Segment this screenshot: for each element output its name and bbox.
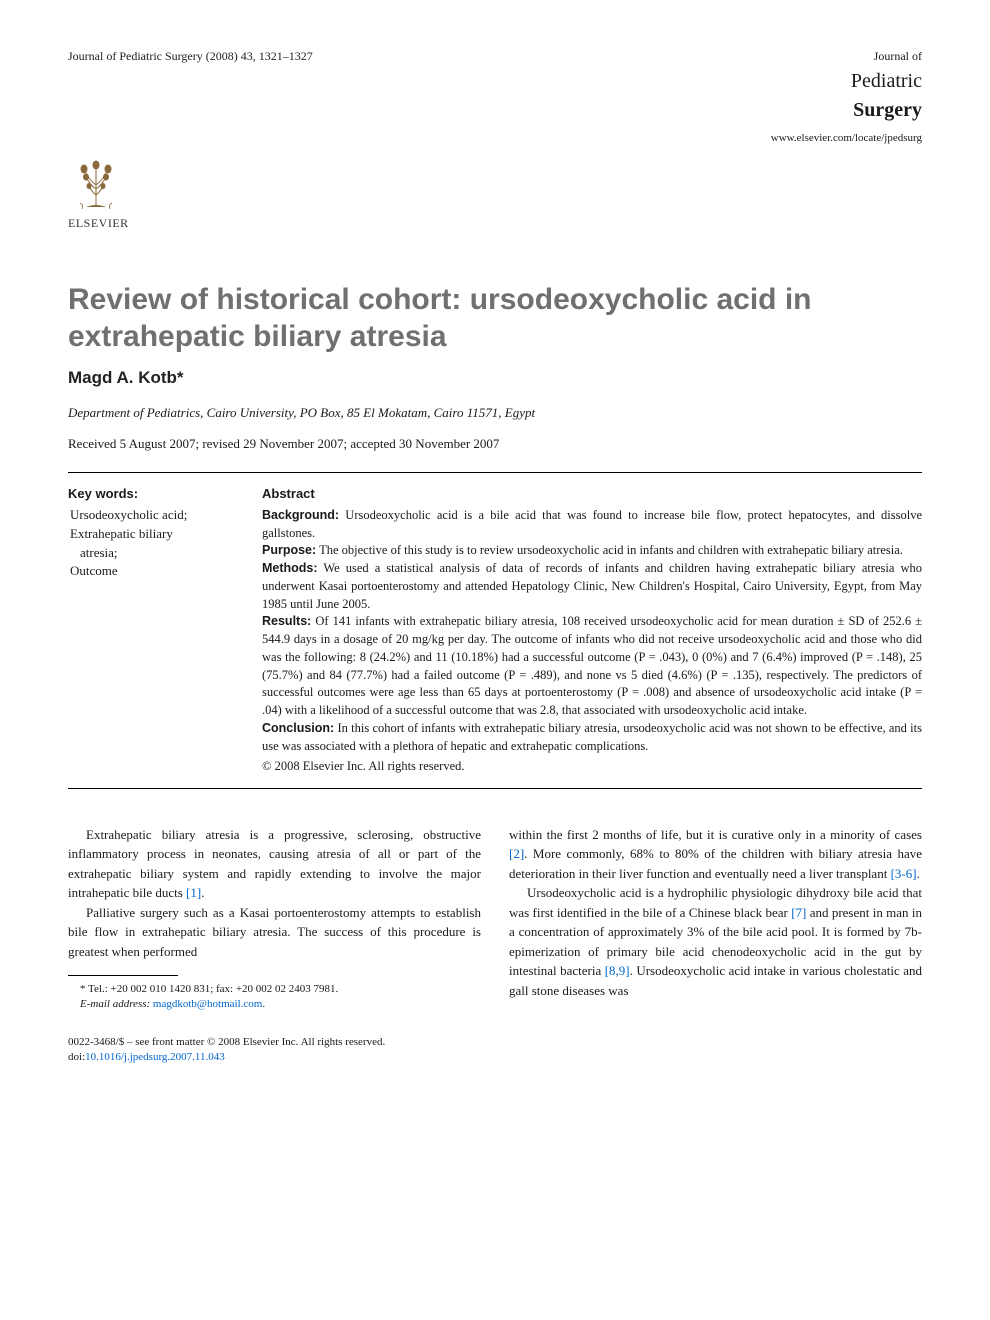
doi-line: doi:10.1016/j.jpedsurg.2007.11.043 (68, 1050, 481, 1065)
citation-link[interactable]: [1] (186, 885, 201, 900)
abstract-label: Background: (262, 508, 339, 522)
publisher-logo-block: ELSEVIER (68, 155, 922, 232)
abstract-text: We used a statistical analysis of data o… (262, 561, 922, 611)
column-footer: * Tel.: +20 002 010 1420 831; fax: +20 0… (68, 975, 481, 1066)
abstract-label: Methods: (262, 561, 318, 575)
article-dates: Received 5 August 2007; revised 29 Novem… (68, 435, 922, 454)
keywords-column: Key words: Ursodeoxycholic acid; Extrahe… (68, 473, 238, 787)
keyword-item: Outcome (68, 562, 230, 581)
page-header: Journal of Pediatric Surgery (2008) 43, … (68, 48, 922, 147)
abstract-label: Conclusion: (262, 721, 334, 735)
email-label: E-mail address: (80, 998, 150, 1010)
publisher-label: ELSEVIER (68, 215, 922, 232)
body-text: . More commonly, 68% to 80% of the child… (509, 846, 922, 881)
keyword-item: atresia; (68, 544, 230, 563)
abstract-results: Results: Of 141 infants with extrahepati… (262, 613, 922, 720)
front-matter-line: 0022-3468/$ – see front matter © 2008 El… (68, 1035, 481, 1050)
abstract-text: Ursodeoxycholic acid is a bile acid that… (262, 508, 922, 540)
keyword-item: Extrahepatic biliary (68, 525, 230, 544)
citation-line: Journal of Pediatric Surgery (2008) 43, … (68, 48, 313, 65)
journal-url: www.elsevier.com/locate/jpedsurg (771, 131, 922, 147)
abstract-label: Results: (262, 614, 311, 628)
journal-line-1: Journal of (771, 48, 922, 65)
abstract-purpose: Purpose: The objective of this study is … (262, 542, 922, 560)
footnote-contact: * Tel.: +20 002 010 1420 831; fax: +20 0… (68, 982, 481, 997)
body-text: . (917, 866, 920, 881)
body-paragraph: Palliative surgery such as a Kasai porto… (68, 903, 481, 962)
journal-line-2: Pediatric (771, 67, 922, 96)
body-text-columns: Extrahepatic biliary atresia is a progre… (68, 825, 922, 1066)
citation-link[interactable]: [2] (509, 846, 524, 861)
affiliation: Department of Pediatrics, Cairo Universi… (68, 404, 922, 423)
abstract-keywords-section: Key words: Ursodeoxycholic acid; Extrahe… (68, 472, 922, 788)
abstract-heading: Abstract (262, 485, 922, 504)
abstract-column: Abstract Background: Ursodeoxycholic aci… (262, 472, 922, 788)
citation-link[interactable]: [7] (791, 905, 806, 920)
elsevier-tree-icon (68, 155, 124, 211)
abstract-background: Background: Ursodeoxycholic acid is a bi… (262, 507, 922, 543)
abstract-text: Of 141 infants with extrahepatic biliary… (262, 614, 922, 717)
abstract-methods: Methods: We used a statistical analysis … (262, 560, 922, 613)
citation-link[interactable]: [8,9] (605, 963, 630, 978)
email-address[interactable]: magdkotb@hotmail.com (153, 998, 262, 1010)
doi-label: doi: (68, 1051, 85, 1063)
body-paragraph: Ursodeoxycholic acid is a hydrophilic ph… (509, 883, 922, 1000)
body-text: . (201, 885, 204, 900)
body-text: Extrahepatic biliary atresia is a progre… (68, 827, 481, 901)
abstract-copyright: © 2008 Elsevier Inc. All rights reserved… (262, 757, 922, 775)
author-line: Magd A. Kotb* (68, 366, 922, 391)
keywords-heading: Key words: (68, 485, 230, 504)
abstract-text: In this cohort of infants with extrahepa… (262, 721, 922, 753)
keyword-item: Ursodeoxycholic acid; (68, 506, 230, 525)
journal-title-block: Journal of Pediatric Surgery www.elsevie… (771, 48, 922, 147)
footnote-rule (68, 975, 178, 976)
abstract-conclusion: Conclusion: In this cohort of infants wi… (262, 720, 922, 756)
abstract-label: Purpose: (262, 543, 316, 557)
citation-link[interactable]: [3-6] (891, 866, 917, 881)
body-text: within the first 2 months of life, but i… (509, 827, 922, 842)
abstract-text: The objective of this study is to review… (316, 543, 903, 557)
bottom-meta: 0022-3468/$ – see front matter © 2008 El… (68, 1035, 481, 1066)
body-paragraph: within the first 2 months of life, but i… (509, 825, 922, 884)
footnote-email: E-mail address: magdkotb@hotmail.com. (68, 997, 481, 1012)
body-paragraph: Extrahepatic biliary atresia is a progre… (68, 825, 481, 903)
doi-link[interactable]: 10.1016/j.jpedsurg.2007.11.043 (85, 1051, 225, 1063)
article-title: Review of historical cohort: ursodeoxych… (68, 281, 922, 356)
journal-line-3: Surgery (771, 96, 922, 125)
